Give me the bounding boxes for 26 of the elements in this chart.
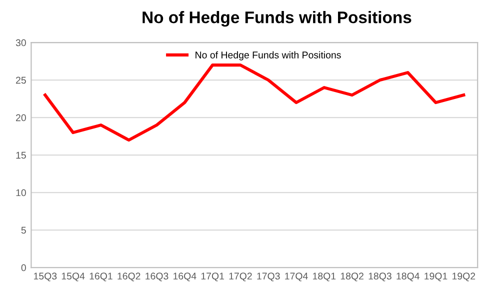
- line-series: [44, 64, 466, 142]
- x-tick-label: 16Q3: [146, 272, 168, 282]
- x-tick-label: 17Q4: [285, 272, 308, 282]
- x-tick-label: 17Q3: [257, 272, 280, 282]
- x-tick-label: 18Q1: [313, 272, 336, 282]
- x-tick-label: 18Q4: [396, 272, 420, 282]
- x-tick-label: 17Q2: [229, 272, 252, 282]
- y-tick-label: 30: [16, 39, 26, 46]
- x-tick-label: 16Q4: [174, 272, 196, 282]
- x-tick-label: 15Q4: [62, 272, 85, 282]
- x-tick-label: 16Q1: [90, 272, 112, 282]
- y-tick-label: 25: [16, 76, 26, 84]
- x-tick-label: 15Q3: [34, 272, 57, 282]
- y-tick-label: 5: [21, 226, 26, 234]
- y-tick-label: 10: [16, 189, 26, 196]
- y-tick-label: 20: [16, 114, 26, 122]
- y-tick-label: 15: [16, 152, 26, 159]
- x-tick-label: 17Q1: [201, 272, 224, 282]
- x-tick-label: 19Q1: [424, 272, 448, 282]
- x-tick-label: 18Q2: [340, 272, 364, 282]
- legend-label: No of Hedge Funds with Positions: [196, 51, 341, 60]
- x-tick-label: 19Q2: [452, 272, 476, 282]
- chart-title: No of Hedge Funds with Positions: [142, 11, 412, 27]
- x-tick-label: 16Q2: [118, 272, 140, 282]
- x-tick-label: 18Q3: [368, 272, 392, 282]
- y-tick-label: 0: [21, 264, 26, 272]
